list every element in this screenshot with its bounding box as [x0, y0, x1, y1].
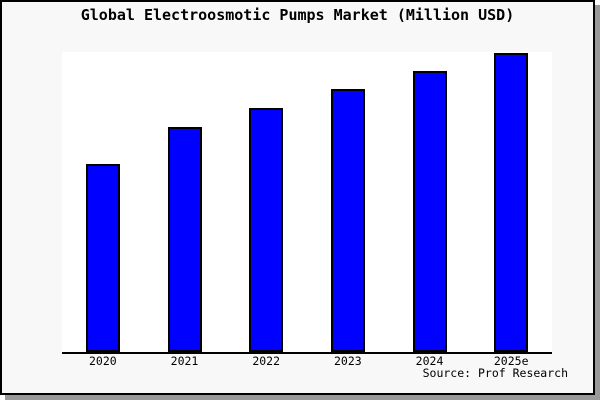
x-tick-2020: 2020 — [88, 354, 117, 368]
bar-slot-2024 — [389, 52, 471, 352]
x-tick-2024: 2024 — [415, 354, 444, 368]
bar-slot-2021 — [144, 52, 226, 352]
bar-2021 — [167, 127, 202, 352]
bar-slot-2020 — [62, 52, 144, 352]
chart-title: Global Electroosmotic Pumps Market (Mill… — [80, 6, 515, 24]
x-tick-2022: 2022 — [252, 354, 281, 368]
bar-2020 — [85, 164, 120, 352]
chart-frame: Global Electroosmotic Pumps Market (Mill… — [0, 0, 595, 395]
source-credit: Source: Prof Research — [422, 366, 568, 380]
x-tick-2025e: 2025e — [493, 354, 529, 368]
x-tick-2021: 2021 — [170, 354, 199, 368]
bar-2025e — [494, 53, 529, 352]
bar-2022 — [249, 108, 284, 352]
x-axis-ticks: 2020 2021 2022 2023 2024 2025e — [62, 355, 552, 368]
bar-slot-2025e — [470, 52, 552, 352]
x-tick-2023: 2023 — [334, 354, 362, 368]
bar-slot-2022 — [225, 52, 307, 352]
bar-2024 — [412, 71, 447, 352]
bar-slot-2023 — [307, 52, 389, 352]
plot-area — [62, 52, 552, 354]
bar-2023 — [330, 89, 365, 352]
